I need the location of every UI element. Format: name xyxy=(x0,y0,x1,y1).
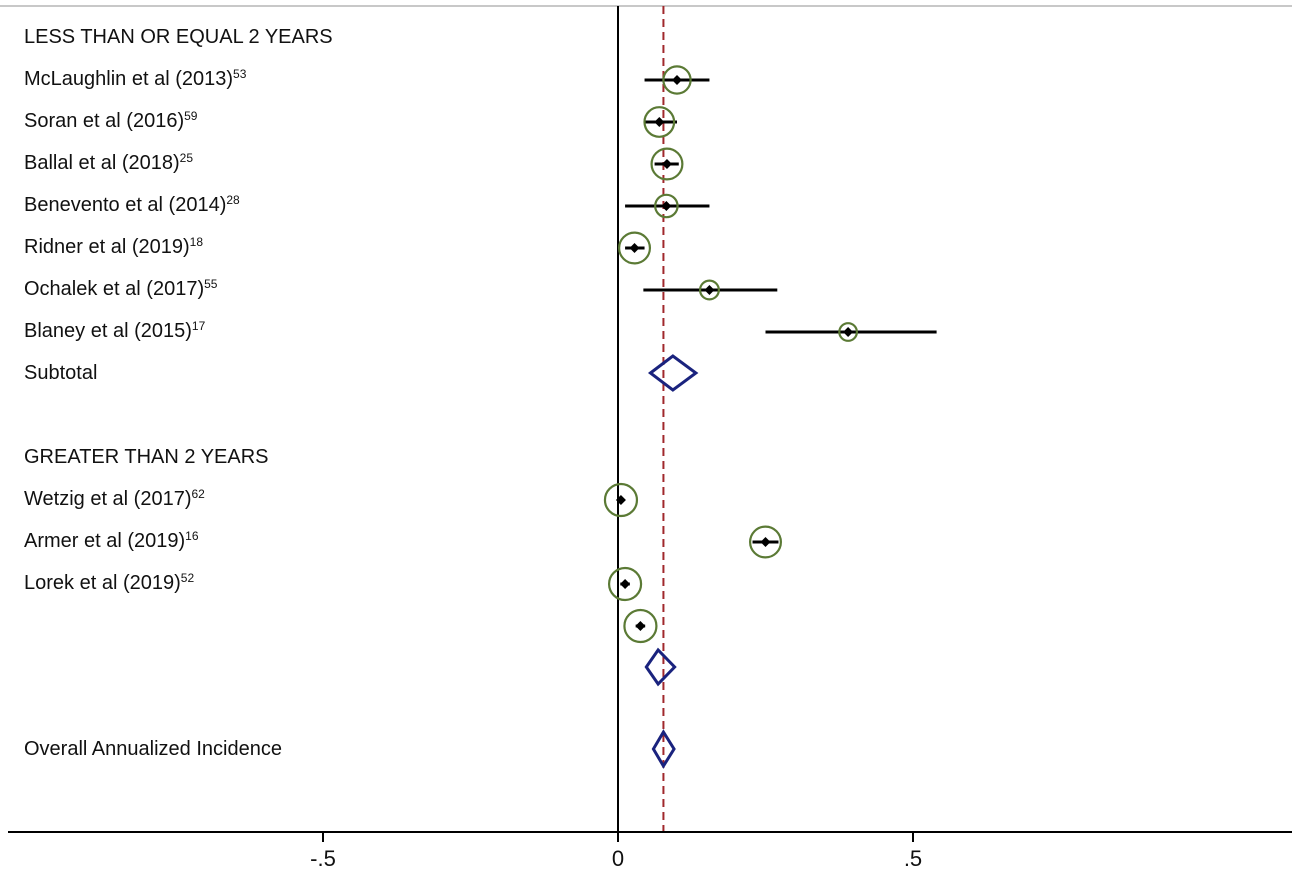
study-label-ref: 52 xyxy=(180,571,195,585)
subtotal-label: Subtotal xyxy=(24,361,97,385)
study-label: Ballal et al (2018)25 xyxy=(24,151,193,175)
weight-circle xyxy=(643,106,676,138)
study-label-ref: 62 xyxy=(191,487,205,501)
group-heading-text: GREATER THAN 2 YEARS xyxy=(24,446,269,468)
study-label: Blaney et al (2015)17 xyxy=(24,319,205,343)
group-heading-text: LESS THAN OR EQUAL 2 YEARS xyxy=(24,26,333,48)
subtotal-label-text: Subtotal xyxy=(24,362,98,384)
study-label-ref: 59 xyxy=(184,109,198,123)
study-label-ref: 53 xyxy=(233,67,247,81)
weight-circle xyxy=(662,65,692,95)
point-estimate xyxy=(843,327,854,337)
study-label-ref: 18 xyxy=(189,235,204,249)
study-label-text: Lorek et al (2019) xyxy=(24,572,181,594)
weight-circle xyxy=(618,231,652,265)
study-label: Soran et al (2016)59 xyxy=(24,109,197,133)
point-estimate xyxy=(620,579,631,589)
study-label-text: Soran et al (2016) xyxy=(24,110,185,132)
study-label-text: Blaney et al (2015) xyxy=(24,320,192,342)
study-label: Lorek et al (2019)52 xyxy=(24,571,194,595)
weight-circle xyxy=(698,279,720,301)
group-heading: LESS THAN OR EQUAL 2 YEARS xyxy=(24,25,333,49)
point-estimate xyxy=(661,201,672,211)
point-estimate xyxy=(615,495,626,505)
overall-diamond xyxy=(651,729,676,769)
x-tick-label: -.5 xyxy=(310,846,336,871)
study-label: Ridner et al (2019)18 xyxy=(24,235,203,259)
study-label-text: Ochalek et al (2017) xyxy=(24,278,205,300)
study-label: Ochalek et al (2017)55 xyxy=(24,277,217,301)
x-tick-label: .5 xyxy=(903,846,923,871)
group-heading: GREATER THAN 2 YEARS xyxy=(24,445,269,469)
study-label: McLaughlin et al (2013)53 xyxy=(24,67,246,91)
study-label-text: Armer et al (2019) xyxy=(24,530,186,552)
point-estimate xyxy=(629,243,640,253)
point-estimate xyxy=(672,75,682,85)
weight-circle xyxy=(623,608,658,644)
overall-label: Overall Annualized Incidence xyxy=(24,737,282,761)
overall-label-text: Overall Annualized Incidence xyxy=(24,738,282,760)
study-label-text: Benevento et al (2014) xyxy=(24,194,227,216)
study-label-text: Wetzig et al (2017) xyxy=(24,488,192,510)
study-label-ref: 25 xyxy=(179,151,194,165)
study-label-ref: 28 xyxy=(226,193,240,207)
weight-circle xyxy=(748,525,782,559)
study-label-text: McLaughlin et al (2013) xyxy=(24,68,234,90)
weight-circle xyxy=(603,482,639,518)
weight-circle xyxy=(607,566,643,602)
point-estimate xyxy=(635,621,646,631)
study-label-ref: 16 xyxy=(185,529,199,543)
x-tick-label: 0 xyxy=(611,846,625,871)
point-estimate xyxy=(654,117,665,127)
weight-circle xyxy=(654,193,679,219)
study-label-ref: 55 xyxy=(204,277,218,291)
study-label-text: Ridner et al (2019) xyxy=(24,236,190,258)
subtotal-diamond xyxy=(644,647,677,687)
point-estimate xyxy=(661,159,672,169)
point-estimate xyxy=(760,537,771,547)
study-label: Armer et al (2019)16 xyxy=(24,529,199,553)
weight-circle xyxy=(838,322,858,342)
subtotal-diamond xyxy=(647,354,699,392)
point-estimate xyxy=(704,285,715,295)
study-label: Benevento et al (2014)28 xyxy=(24,193,240,217)
study-label: Wetzig et al (2017)62 xyxy=(24,487,205,511)
weight-circle xyxy=(650,147,684,181)
study-label-text: Ballal et al (2018) xyxy=(24,152,180,174)
study-label-ref: 17 xyxy=(191,319,206,333)
